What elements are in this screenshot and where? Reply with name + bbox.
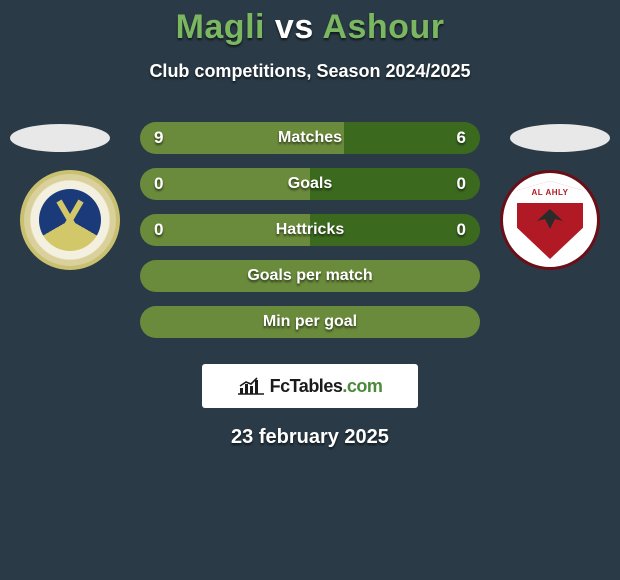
club-badge-right-shield: AL AHLY bbox=[517, 181, 583, 259]
comparison-date: 23 february 2025 bbox=[0, 426, 620, 449]
brand-text-accent: .com bbox=[342, 376, 382, 396]
stat-bar-left bbox=[140, 168, 310, 200]
stat-pill: 9 6 Matches bbox=[140, 122, 480, 154]
footer-area: FcTables.com 23 february 2025 bbox=[0, 350, 620, 449]
stat-label: Min per goal bbox=[263, 313, 357, 331]
player-right-name: Ashour bbox=[322, 8, 444, 46]
stat-pill: Goals per match bbox=[140, 260, 480, 292]
brand-badge: FcTables.com bbox=[202, 364, 418, 408]
stat-value-right: 0 bbox=[457, 220, 466, 240]
stat-value-left: 9 bbox=[154, 128, 163, 148]
page-title: Magli vs Ashour bbox=[0, 0, 620, 47]
stat-value-right: 6 bbox=[457, 128, 466, 148]
stat-label: Hattricks bbox=[276, 221, 344, 239]
stat-label: Goals bbox=[288, 175, 332, 193]
stat-label: Goals per match bbox=[247, 267, 372, 285]
crossed-swords-icon bbox=[39, 189, 101, 251]
bar-chart-icon bbox=[238, 376, 264, 396]
title-vs: vs bbox=[275, 8, 314, 46]
stat-value-left: 0 bbox=[154, 174, 163, 194]
stat-label: Matches bbox=[278, 129, 342, 147]
player-left-silhouette bbox=[10, 124, 110, 152]
player-left-name: Magli bbox=[176, 8, 265, 46]
stat-pill: 0 0 Goals bbox=[140, 168, 480, 200]
eagle-icon bbox=[533, 207, 567, 231]
subtitle: Club competitions, Season 2024/2025 bbox=[0, 61, 620, 82]
club-badge-right-text: AL AHLY bbox=[517, 181, 583, 203]
comparison-card: Magli vs Ashour Club competitions, Seaso… bbox=[0, 0, 620, 580]
stat-bar-right bbox=[310, 168, 480, 200]
club-badge-left-inner bbox=[39, 189, 101, 251]
club-badge-left bbox=[20, 170, 120, 270]
stat-pill: Min per goal bbox=[140, 306, 480, 338]
player-right-silhouette bbox=[510, 124, 610, 152]
stat-pill: 0 0 Hattricks bbox=[140, 214, 480, 246]
stats-column: 9 6 Matches 0 0 Goals 0 0 Hattricks Goals per mat… bbox=[140, 122, 480, 352]
club-badge-right: AL AHLY bbox=[500, 170, 600, 270]
stat-value-left: 0 bbox=[154, 220, 163, 240]
stat-value-right: 0 bbox=[457, 174, 466, 194]
brand-text: FcTables.com bbox=[270, 376, 383, 397]
brand-text-plain: FcTables bbox=[270, 376, 343, 396]
